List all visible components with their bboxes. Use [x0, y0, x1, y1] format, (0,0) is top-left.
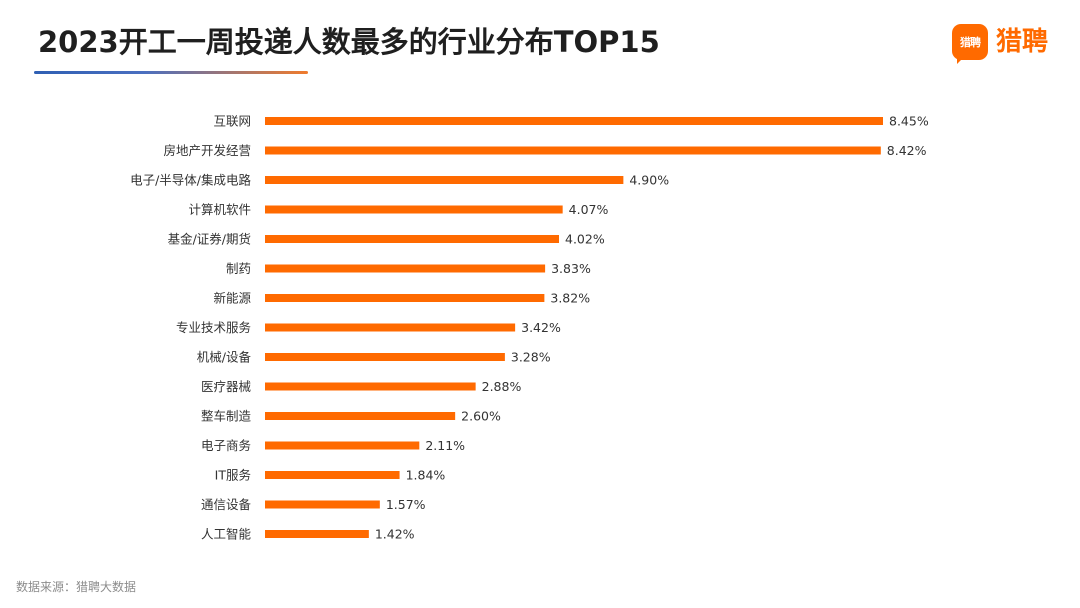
bar [265, 500, 380, 509]
value-label: 4.90% [629, 173, 669, 188]
bar [265, 176, 624, 184]
bar [265, 294, 545, 302]
value-label: 8.45% [889, 114, 929, 129]
bar [265, 323, 516, 332]
category-label: 电子/半导体/集成电路 [130, 173, 251, 188]
category-label: IT服务 [215, 468, 251, 483]
value-label: 1.42% [375, 527, 415, 542]
category-label: 通信设备 [201, 497, 252, 512]
value-label: 3.42% [521, 320, 561, 335]
bar [265, 471, 400, 479]
chart-title: 2023开工一周投递人数最多的行业分布TOP15 [38, 25, 660, 59]
bar [265, 117, 883, 125]
data-source-note: 数据来源：猎聘大数据 [16, 580, 137, 594]
bar [265, 205, 563, 214]
category-label: 医疗器械 [201, 379, 252, 394]
value-label: 3.82% [550, 291, 590, 306]
value-label: 4.02% [565, 232, 605, 247]
category-label: 互联网 [213, 114, 251, 129]
category-label: 计算机软件 [188, 202, 251, 217]
industry-bar-chart: 互联网 8.45% 房地产开发经营 8.42% 电子/半导体/集成电路 4.90% 计算机软… [130, 114, 929, 542]
bar [265, 146, 881, 155]
category-label: 基金/证券/期货 [168, 232, 251, 247]
category-label: 房地产开发经营 [163, 143, 251, 158]
category-label: 专业技术服务 [176, 320, 251, 335]
value-label: 2.88% [482, 379, 522, 394]
bar [265, 382, 476, 391]
liepin-logo-text: 猎聘 [996, 27, 1049, 57]
value-label: 1.57% [386, 497, 426, 512]
category-label: 电子商务 [201, 438, 251, 453]
category-label: 整车制造 [201, 409, 252, 424]
category-label: 人工智能 [201, 527, 252, 542]
value-label: 3.28% [511, 350, 551, 365]
value-label: 3.83% [551, 261, 591, 276]
bar [265, 353, 505, 361]
category-label: 机械/设备 [197, 350, 252, 365]
bar [265, 264, 546, 273]
category-label: 制药 [226, 261, 251, 276]
category-label: 新能源 [213, 291, 251, 306]
bar [265, 530, 369, 538]
value-label: 1.84% [406, 468, 446, 483]
bar [265, 412, 456, 420]
value-label: 2.60% [461, 409, 501, 424]
title-underline [34, 71, 308, 74]
bar [265, 235, 560, 243]
value-label: 4.07% [569, 202, 609, 217]
liepin-logo: 猎聘 猎聘 [952, 24, 1049, 64]
bar [265, 441, 420, 450]
liepin-logo-icon: 猎聘 [952, 24, 988, 64]
value-label: 2.11% [425, 438, 465, 453]
value-label: 8.42% [887, 143, 927, 158]
